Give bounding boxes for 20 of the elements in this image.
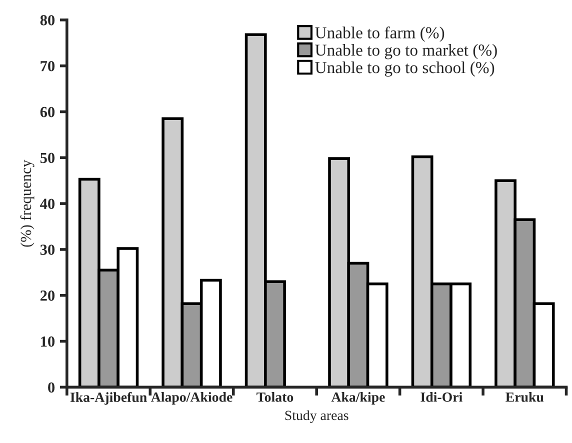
y-tick-label: 20 (40, 290, 55, 301)
y-tick-label: 30 (40, 244, 55, 255)
y-tick-label: 70 (40, 60, 55, 72)
x-tick-label: Alapo/Akiode (150, 392, 232, 405)
y-tick-label: 0 (48, 382, 55, 393)
x-tick-label: Tolato (256, 392, 294, 402)
x-tick-label: Idi-Ori (420, 392, 462, 402)
y-tick-label: 80 (40, 15, 55, 26)
y-tick-label: 40 (40, 198, 55, 210)
y-tick-label: 60 (40, 106, 55, 118)
x-tick-label: Ika-Ajibefun (70, 392, 147, 405)
y-tick-label: 10 (41, 336, 55, 347)
x-tick-label: Aka/kipe (331, 392, 385, 405)
x-tick-label: Eruku (506, 392, 544, 402)
y-axis-title: (%) frequency (20, 160, 34, 247)
legend-label: Unable to go to school (%) (315, 61, 494, 77)
x-axis-title: Study areas (285, 410, 348, 423)
y-tick-label: 50 (40, 152, 55, 164)
legend-label: Unable to farm (%) (315, 26, 444, 42)
legend-label: Unable to go to market (%) (315, 44, 497, 60)
